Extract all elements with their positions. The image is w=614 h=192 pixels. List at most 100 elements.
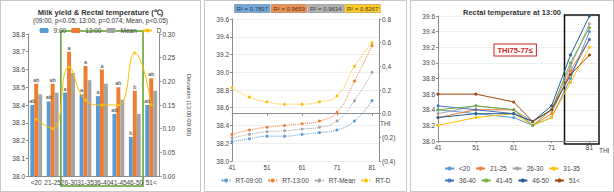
- svg-text:38.8: 38.8: [216, 87, 229, 94]
- svg-text:ab: ab: [33, 77, 39, 83]
- svg-text:41-45: 41-45: [496, 177, 513, 184]
- svg-text:61: 61: [510, 144, 518, 151]
- svg-text:38.0: 38.0: [12, 173, 25, 180]
- svg-text:D: D: [157, 27, 162, 34]
- svg-text:41: 41: [434, 144, 442, 151]
- svg-text:46-50: 46-50: [126, 179, 143, 186]
- svg-text:81: 81: [586, 144, 594, 151]
- svg-text:21-25: 21-25: [490, 165, 507, 172]
- svg-text:31-35: 31-35: [563, 165, 580, 172]
- svg-text:51: 51: [263, 164, 271, 171]
- svg-text:THI: THI: [599, 147, 610, 154]
- svg-text:38.2: 38.2: [216, 140, 229, 147]
- svg-text:13:00: 13:00: [85, 27, 102, 34]
- svg-text:38.5: 38.5: [12, 84, 25, 91]
- svg-text:38.3: 38.3: [12, 119, 25, 126]
- svg-text:Deviation (13:00-09:00): Deviation (13:00-09:00): [186, 74, 192, 137]
- svg-text:39.2: 39.2: [422, 44, 435, 51]
- svg-text:61: 61: [298, 164, 306, 171]
- svg-text:41-45: 41-45: [110, 179, 127, 186]
- svg-text:38.8: 38.8: [12, 31, 25, 38]
- svg-text:51<: 51<: [146, 179, 157, 186]
- svg-text:38.4: 38.4: [12, 102, 25, 109]
- svg-text:26-30: 26-30: [61, 179, 78, 186]
- svg-text:71: 71: [333, 164, 341, 171]
- svg-text:39.0: 39.0: [216, 69, 229, 76]
- svg-text:38.6: 38.6: [12, 66, 25, 73]
- svg-text:0.30: 0.30: [162, 31, 175, 38]
- svg-text:Mean: Mean: [120, 27, 137, 34]
- svg-text:0.6: 0.6: [382, 39, 391, 46]
- svg-text:31-35: 31-35: [77, 179, 94, 186]
- svg-text:38.2: 38.2: [422, 122, 435, 129]
- svg-text:a: a: [100, 63, 104, 69]
- svg-text:81: 81: [368, 164, 376, 171]
- svg-text:71: 71: [548, 144, 556, 151]
- svg-text:Rectal temperature at 13:00: Rectal temperature at 13:00: [463, 8, 561, 17]
- svg-text:41: 41: [228, 164, 236, 171]
- svg-text:39.4: 39.4: [216, 33, 229, 40]
- svg-text:b: b: [129, 130, 132, 136]
- svg-text:THI: THI: [380, 120, 391, 127]
- svg-text:9:00: 9:00: [54, 27, 67, 34]
- svg-text:38.7: 38.7: [12, 48, 25, 55]
- svg-text:51<: 51<: [569, 177, 580, 184]
- svg-text:a: a: [64, 86, 68, 92]
- svg-text:0.0: 0.0: [382, 110, 391, 117]
- svg-text:38.4: 38.4: [422, 106, 435, 113]
- svg-text:ab: ab: [115, 80, 121, 86]
- svg-text:a: a: [80, 87, 84, 93]
- svg-text:46-50: 46-50: [532, 177, 549, 184]
- svg-text:38.2: 38.2: [12, 137, 25, 144]
- svg-text:Milk yield & Rectal temperatur: Milk yield & Rectal temperature (℃): [38, 8, 164, 17]
- svg-text:0.00: 0.00: [162, 173, 175, 180]
- svg-text:a: a: [68, 45, 72, 51]
- svg-text:a: a: [84, 59, 88, 65]
- svg-text:THI75-77≤: THI75-77≤: [498, 46, 533, 55]
- svg-text:38.1: 38.1: [12, 155, 25, 162]
- svg-text:26-30: 26-30: [527, 165, 544, 172]
- svg-text:ab: ab: [29, 98, 35, 104]
- svg-text:R² = 0.7897: R² = 0.7897: [237, 6, 269, 12]
- svg-text:ab: ab: [111, 107, 117, 113]
- svg-text:0.2: 0.2: [382, 87, 391, 94]
- svg-text:a: a: [96, 89, 100, 95]
- svg-text:(09:00, p<0.05; 13:00, p=0.074: (09:00, p<0.05; 13:00, p=0.074; Mean, p<…: [33, 17, 168, 25]
- svg-text:(0.4): (0.4): [382, 158, 395, 166]
- svg-text:b: b: [133, 84, 136, 90]
- svg-text:36-40: 36-40: [94, 179, 111, 186]
- svg-text:36-40: 36-40: [459, 177, 476, 184]
- svg-text:39.0: 39.0: [422, 59, 435, 66]
- svg-text:0.05: 0.05: [162, 149, 175, 156]
- svg-text:0.8: 0.8: [382, 16, 391, 23]
- svg-text:51: 51: [472, 144, 480, 151]
- svg-text:39.4: 39.4: [422, 28, 435, 35]
- svg-text:ab: ab: [144, 98, 150, 104]
- svg-text:RT-Mean: RT-Mean: [329, 177, 356, 184]
- svg-text:R² = 0.9634: R² = 0.9634: [310, 6, 342, 12]
- svg-text:<20: <20: [31, 179, 42, 186]
- svg-text:RT-D: RT-D: [375, 177, 390, 184]
- svg-text:ab: ab: [50, 77, 56, 83]
- svg-text:ab: ab: [46, 94, 52, 100]
- svg-text:38.4: 38.4: [216, 122, 229, 129]
- svg-text:R² = 0.8267: R² = 0.8267: [347, 6, 379, 12]
- svg-text:0.25: 0.25: [162, 54, 175, 61]
- svg-text:(0.2): (0.2): [382, 134, 395, 142]
- svg-text:<20: <20: [459, 165, 470, 172]
- svg-text:39.6: 39.6: [216, 16, 229, 23]
- svg-text:0.10: 0.10: [162, 125, 175, 132]
- svg-text:38.6: 38.6: [216, 104, 229, 111]
- svg-text:0.20: 0.20: [162, 78, 175, 85]
- svg-text:39.2: 39.2: [216, 51, 229, 58]
- svg-text:21-25: 21-25: [44, 179, 61, 186]
- svg-text:0.15: 0.15: [162, 102, 175, 109]
- svg-text:RT-09:00: RT-09:00: [236, 177, 263, 184]
- svg-text:38.8: 38.8: [422, 75, 435, 82]
- svg-text:39.6: 39.6: [422, 13, 435, 20]
- svg-text:38.6: 38.6: [422, 91, 435, 98]
- svg-text:ab: ab: [148, 71, 154, 77]
- svg-text:R² = 0.9659: R² = 0.9659: [273, 6, 305, 12]
- svg-text:0.4: 0.4: [382, 63, 391, 70]
- svg-text:RT-13:00: RT-13:00: [282, 177, 309, 184]
